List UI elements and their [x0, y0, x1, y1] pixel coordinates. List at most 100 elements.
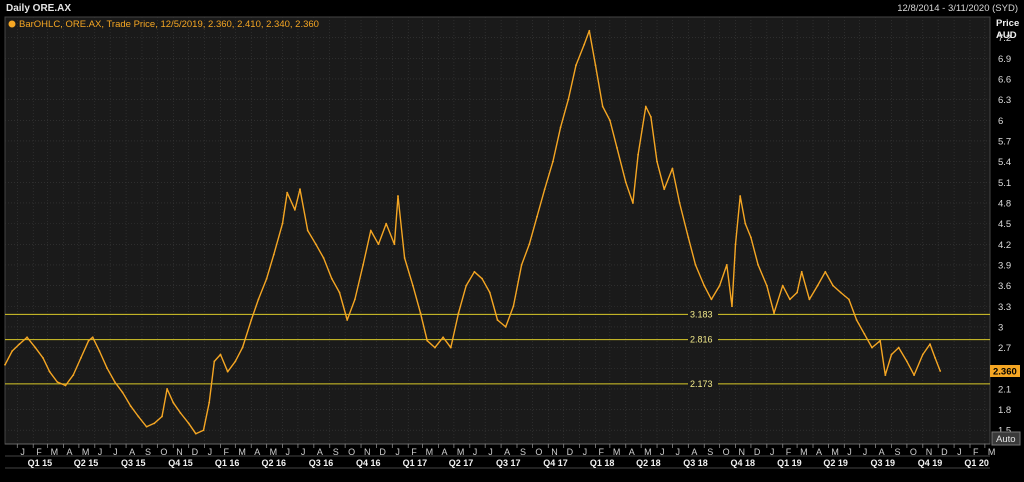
price-point [26, 336, 28, 339]
price-point [98, 350, 101, 352]
month-tick-label: A [442, 447, 448, 457]
quarter-tick-label: Q2 19 [823, 458, 848, 468]
reference-line-label: 3.183 [690, 309, 713, 319]
price-point [306, 229, 309, 232]
price-point [488, 291, 491, 294]
price-point [457, 312, 460, 315]
price-point [411, 284, 414, 287]
month-tick-label: A [129, 447, 135, 457]
price-point [353, 298, 356, 301]
price-point [624, 181, 627, 184]
legend-text: BarOHLC, ORE.AX, Trade Price, 12/5/2019,… [19, 19, 319, 30]
reference-line-label: 2.816 [690, 335, 713, 345]
month-tick-label: O [723, 447, 730, 457]
price-point [226, 370, 229, 373]
y-tick-label: 2.1 [998, 384, 1011, 395]
price-point [913, 374, 915, 377]
month-tick-label: S [333, 447, 339, 457]
y-tick-label: 1.8 [998, 405, 1011, 416]
price-point [789, 298, 791, 301]
month-tick-label: J [473, 447, 478, 457]
price-point [567, 98, 570, 101]
price-point [4, 363, 6, 366]
price-point [616, 146, 618, 149]
price-point [234, 360, 237, 363]
price-point [796, 291, 799, 294]
month-tick-label: M [613, 447, 621, 457]
y-tick-label: 3.6 [998, 281, 1011, 292]
auto-button[interactable]: Auto [991, 431, 1021, 446]
price-point [213, 360, 216, 363]
month-tick-label: D [754, 447, 761, 457]
price-point [552, 160, 554, 163]
y-axis-ticks: 1.51.82.12.42.733.33.63.94.24.54.85.15.4… [998, 33, 1011, 437]
price-point [512, 305, 515, 308]
y-tick-label: 6.6 [998, 74, 1011, 85]
legend[interactable]: BarOHLC, ORE.AX, Trade Price, 12/5/2019,… [8, 19, 319, 30]
price-point [832, 284, 834, 287]
month-tick-label: J [208, 447, 213, 457]
price-point [121, 391, 124, 394]
price-points [4, 29, 942, 435]
price-point [346, 319, 349, 321]
price-point [744, 222, 747, 225]
month-tick-label: J [957, 447, 962, 457]
price-point [520, 264, 523, 266]
price-point [250, 319, 253, 321]
y-tick-label: 3.9 [998, 260, 1011, 271]
price-point [559, 126, 562, 129]
price-point [694, 264, 697, 266]
price-point [166, 388, 169, 390]
month-tick-label: N [364, 447, 371, 457]
month-tick-label: O [910, 447, 917, 457]
month-tick-label: O [535, 447, 542, 457]
quarter-tick-label: Q1 17 [403, 458, 428, 468]
month-tick-label: M [51, 447, 59, 457]
month-tick-label: S [520, 447, 526, 457]
y-tick-label: 4.5 [998, 219, 1011, 230]
month-tick-label: S [145, 447, 151, 457]
month-tick-label: F [36, 447, 42, 457]
price-point [718, 284, 721, 287]
price-point [281, 222, 284, 225]
price-point [87, 339, 90, 342]
price-point [528, 243, 531, 246]
quarter-tick-label: Q2 18 [636, 458, 661, 468]
price-point [377, 243, 380, 246]
price-point [322, 257, 325, 259]
month-tick-label: J [675, 447, 680, 457]
price-point [153, 422, 156, 425]
price-point [929, 343, 931, 346]
price-point [504, 326, 507, 328]
price-point [369, 229, 372, 232]
price-point [731, 305, 733, 308]
price-point [588, 29, 591, 32]
legend-icon [8, 20, 16, 28]
price-point [496, 319, 499, 321]
price-point [179, 412, 182, 414]
price-point [608, 119, 611, 122]
price-point [145, 425, 148, 428]
reference-label-bg [688, 334, 718, 345]
price-point [330, 277, 333, 280]
price-point [934, 357, 937, 359]
month-tick-label: O [348, 447, 355, 457]
month-tick-label: D [567, 447, 574, 457]
price-point [678, 202, 681, 204]
month-tick-label: A [691, 447, 697, 457]
quarter-ticks: Q1 15 Q2 15 Q3 15 Q4 15 Q1 16 Q2 16 Q3 16 Q4 16… [28, 458, 989, 468]
price-point [808, 298, 811, 301]
quarter-tick-label: Q1 18 [590, 458, 615, 468]
price-point [637, 153, 639, 156]
plot-area [4, 16, 991, 445]
price-point [656, 160, 658, 163]
y-tick-label: 5.7 [998, 136, 1011, 147]
month-tick-label: A [816, 447, 822, 457]
month-tick-label: J [395, 447, 400, 457]
price-point [397, 195, 399, 197]
price-point [848, 298, 850, 301]
month-tick-label: D [379, 447, 386, 457]
price-point [465, 284, 468, 287]
quarter-tick-label: Q4 17 [543, 458, 568, 468]
price-point [80, 357, 82, 359]
